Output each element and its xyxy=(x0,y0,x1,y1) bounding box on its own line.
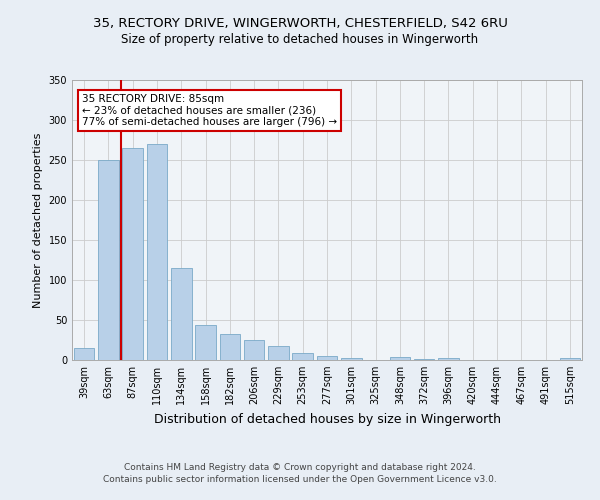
Bar xyxy=(74,348,94,360)
Bar xyxy=(389,357,410,360)
Bar xyxy=(292,353,313,360)
Text: 35, RECTORY DRIVE, WINGERWORTH, CHESTERFIELD, S42 6RU: 35, RECTORY DRIVE, WINGERWORTH, CHESTERF… xyxy=(92,18,508,30)
Bar xyxy=(414,359,434,360)
Bar xyxy=(122,148,143,360)
Y-axis label: Number of detached properties: Number of detached properties xyxy=(33,132,43,308)
Bar xyxy=(171,268,191,360)
Text: Size of property relative to detached houses in Wingerworth: Size of property relative to detached ho… xyxy=(121,32,479,46)
X-axis label: Distribution of detached houses by size in Wingerworth: Distribution of detached houses by size … xyxy=(154,412,500,426)
Bar xyxy=(341,358,362,360)
Bar xyxy=(98,160,119,360)
Bar xyxy=(195,325,216,360)
Bar xyxy=(317,356,337,360)
Bar xyxy=(244,340,265,360)
Bar xyxy=(146,144,167,360)
Bar xyxy=(268,346,289,360)
Bar xyxy=(560,358,580,360)
Text: 35 RECTORY DRIVE: 85sqm
← 23% of detached houses are smaller (236)
77% of semi-d: 35 RECTORY DRIVE: 85sqm ← 23% of detache… xyxy=(82,94,337,127)
Text: Contains HM Land Registry data © Crown copyright and database right 2024.: Contains HM Land Registry data © Crown c… xyxy=(124,464,476,472)
Bar xyxy=(220,334,240,360)
Bar xyxy=(438,358,459,360)
Text: Contains public sector information licensed under the Open Government Licence v3: Contains public sector information licen… xyxy=(103,474,497,484)
